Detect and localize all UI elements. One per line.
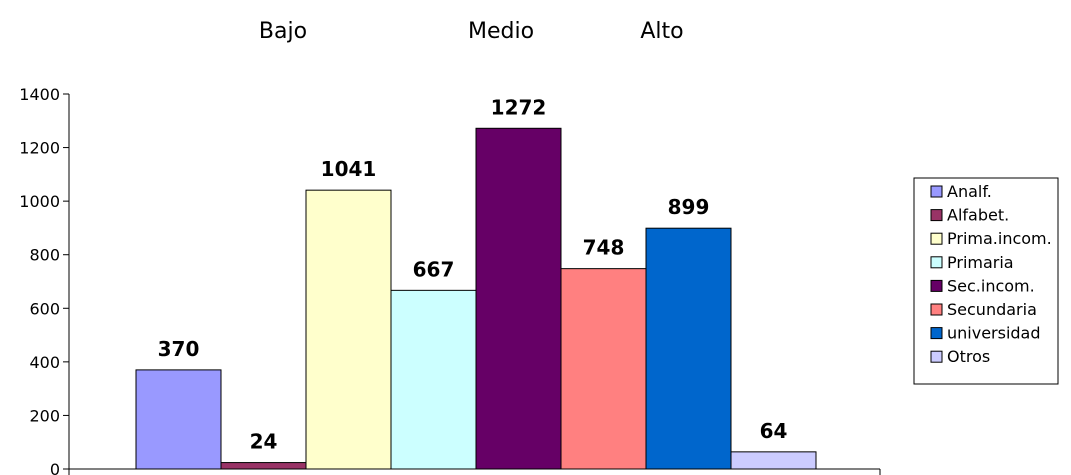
bars xyxy=(135,127,817,470)
data-label: 748 xyxy=(583,236,625,260)
legend-swatch xyxy=(930,303,943,316)
y-tick-label: 400 xyxy=(29,353,60,372)
legend-swatch xyxy=(930,232,943,245)
legend-label: Secundaria xyxy=(947,300,1037,319)
data-label: 64 xyxy=(760,419,788,443)
group-labels: Bajo Medio Alto xyxy=(259,19,684,44)
legend-swatch xyxy=(930,327,943,340)
bar-universidad xyxy=(645,227,732,470)
y-tick-label: 1200 xyxy=(19,139,60,158)
data-label: 667 xyxy=(413,257,455,281)
legend: Analf. Alfabet. Prima.incom. Primaria Sec.in… xyxy=(913,177,1059,385)
group-label-medio: Medio xyxy=(468,19,534,44)
group-label-bajo: Bajo xyxy=(259,19,307,44)
group-label-alto: Alto xyxy=(640,19,683,44)
legend-label: Prima.incom. xyxy=(947,229,1052,248)
data-label: 370 xyxy=(158,337,200,361)
data-label: 899 xyxy=(668,195,710,219)
bar-sec-incom xyxy=(475,127,562,470)
legend-label: Primaria xyxy=(947,253,1014,272)
bar-secundaria xyxy=(560,268,647,470)
legend-swatch xyxy=(930,209,943,222)
data-label: 24 xyxy=(250,430,278,454)
x-axis xyxy=(68,468,881,475)
legend-label: Analf. xyxy=(947,182,992,201)
legend-swatch xyxy=(930,185,943,198)
y-tick-label: 600 xyxy=(29,299,60,318)
bar-otros xyxy=(730,451,817,470)
y-tick-label: 200 xyxy=(29,406,60,425)
bar-primaria xyxy=(390,289,477,470)
bar-alfabet xyxy=(220,462,307,470)
bar-prima-incom xyxy=(305,189,392,470)
legend-label: Sec.incom. xyxy=(947,276,1035,295)
y-tick-label: 1400 xyxy=(19,85,60,104)
y-tick-label: 1000 xyxy=(19,192,60,211)
y-tick-label: 800 xyxy=(29,246,60,265)
bar-analf xyxy=(135,369,222,470)
y-axis: 0 200 400 600 800 1000 1200 1400 xyxy=(19,85,70,475)
y-tick-label: 0 xyxy=(50,460,60,475)
data-label: 1041 xyxy=(321,157,377,181)
legend-label: universidad xyxy=(947,324,1041,343)
legend-swatch xyxy=(930,279,943,292)
legend-swatch xyxy=(930,350,943,363)
data-labels: 370 24 1041 667 1272 748 899 64 xyxy=(158,95,788,453)
legend-label: Alfabet. xyxy=(947,206,1009,225)
data-label: 1272 xyxy=(491,95,547,119)
legend-swatch xyxy=(930,256,943,269)
legend-label: Otros xyxy=(947,347,990,366)
